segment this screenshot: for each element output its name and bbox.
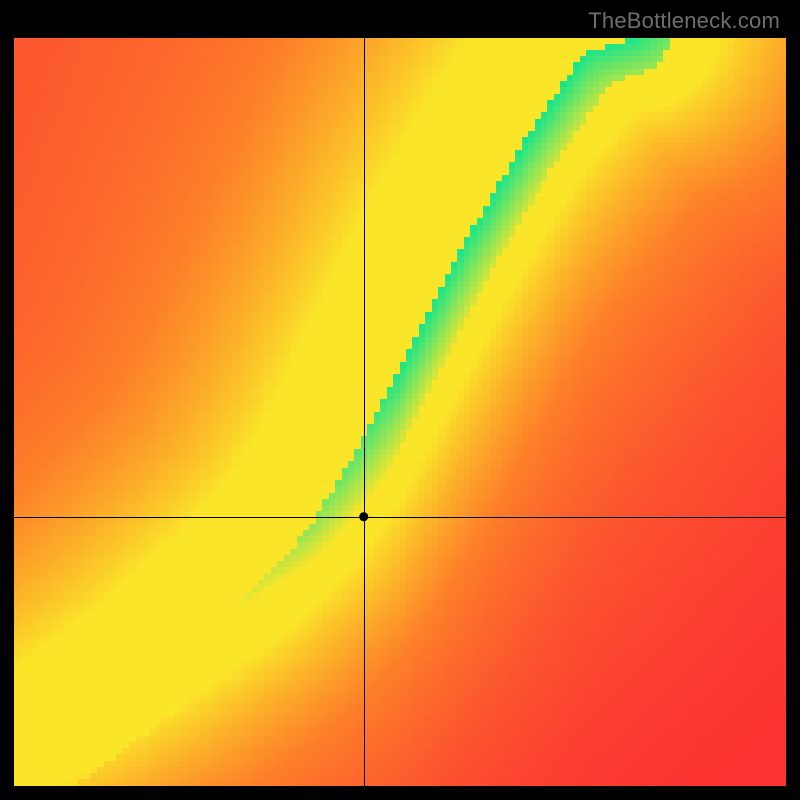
plot-area — [14, 38, 786, 786]
watermark-text: TheBottleneck.com — [588, 8, 780, 34]
chart-container: TheBottleneck.com — [0, 0, 800, 800]
heatmap-canvas — [14, 38, 786, 786]
